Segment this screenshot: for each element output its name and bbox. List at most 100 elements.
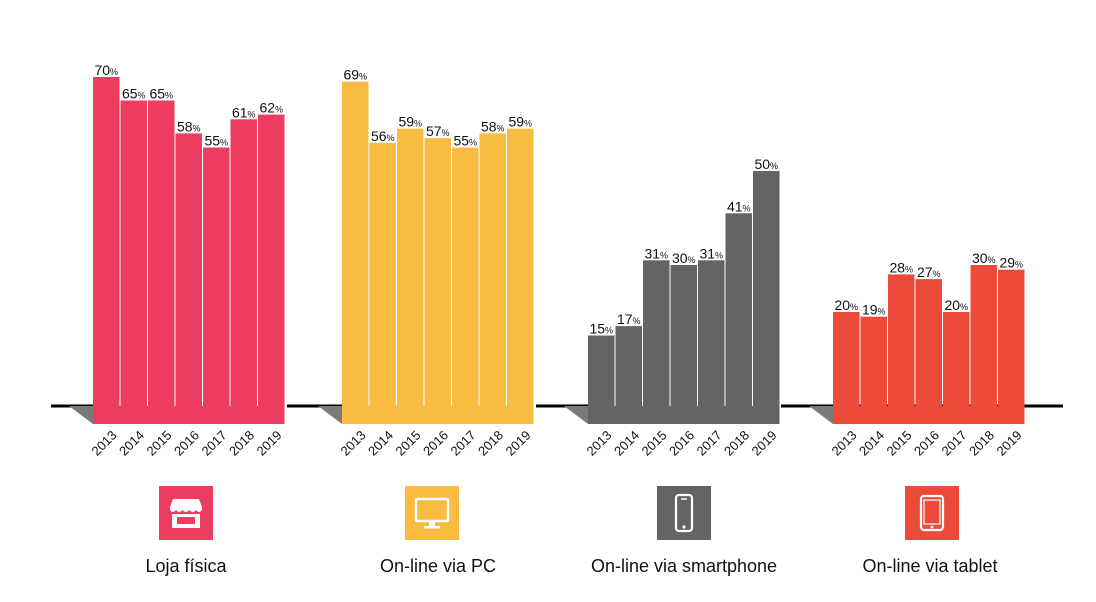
bar-tablet-2016 <box>915 279 942 407</box>
value-label-tablet-2015: 28% <box>889 259 913 275</box>
value-label-pc-2015: 59% <box>398 114 422 130</box>
bar-pc-2013 <box>342 81 369 407</box>
bar-pc-2014 <box>369 142 396 408</box>
tick-label-smartphone-2019: 2019 <box>749 428 780 459</box>
tick-label-smartphone-2014: 2014 <box>611 428 642 459</box>
value-label-pc-2018: 58% <box>481 118 505 134</box>
depth-shadow-pc <box>318 406 342 424</box>
tick-label-store-2018: 2018 <box>226 428 257 459</box>
tick-label-smartphone-2015: 2015 <box>639 428 670 459</box>
bar-store-2017 <box>203 147 230 407</box>
desktop-monitor-icon <box>405 486 459 540</box>
tick-label-pc-2017: 2017 <box>448 428 479 459</box>
value-label-store-2015: 65% <box>149 86 173 102</box>
tick-label-pc-2014: 2014 <box>365 428 396 459</box>
value-label-store-2014: 65% <box>122 86 146 102</box>
tablet-icon <box>905 486 959 540</box>
value-label-tablet-2017: 20% <box>944 297 968 313</box>
bar-pc-2018 <box>479 133 506 407</box>
bar-smartphone-2013 <box>588 335 615 407</box>
tick-label-store-2014: 2014 <box>116 428 147 459</box>
tick-label-smartphone-2013: 2013 <box>584 428 615 459</box>
bar-store-2016 <box>175 133 202 407</box>
value-label-store-2019: 62% <box>259 100 283 116</box>
tick-label-pc-2013: 2013 <box>338 428 369 459</box>
value-label-smartphone-2013: 15% <box>589 321 613 337</box>
value-label-smartphone-2019: 50% <box>754 156 778 172</box>
value-label-store-2016: 58% <box>177 118 201 134</box>
store-icon <box>159 486 213 540</box>
bar-smartphone-2016 <box>670 265 697 407</box>
value-label-tablet-2016: 27% <box>917 264 941 280</box>
bar-tablet-2018 <box>970 265 997 407</box>
value-label-store-2013: 70% <box>94 62 118 78</box>
depth-shadow-store <box>69 406 93 424</box>
bar-smartphone-2014 <box>615 326 642 407</box>
bar-smartphone-2018 <box>725 213 752 407</box>
tick-label-tablet-2014: 2014 <box>856 428 887 459</box>
depth-shadow-smartphone <box>564 406 588 424</box>
value-label-pc-2017: 55% <box>453 133 477 149</box>
bar-smartphone-2019 <box>753 171 780 407</box>
tick-label-smartphone-2017: 2017 <box>694 428 725 459</box>
bar-tablet-2015 <box>888 274 915 407</box>
bar-tablet-2017 <box>943 312 970 407</box>
tick-label-tablet-2018: 2018 <box>966 428 997 459</box>
tick-label-store-2016: 2016 <box>171 428 202 459</box>
bar-store-2015 <box>148 100 175 407</box>
tick-label-store-2015: 2015 <box>144 428 175 459</box>
value-label-pc-2019: 59% <box>508 114 532 130</box>
bar-tablet-2014 <box>860 316 887 407</box>
bar-pc-2019 <box>507 128 534 407</box>
value-label-smartphone-2018: 41% <box>727 198 751 214</box>
depth-shadow-tablet <box>809 406 833 424</box>
tick-label-store-2017: 2017 <box>199 428 230 459</box>
tick-label-pc-2018: 2018 <box>475 428 506 459</box>
bar-pc-2016 <box>424 138 451 407</box>
tick-label-store-2019: 2019 <box>254 428 285 459</box>
value-label-smartphone-2015: 31% <box>644 245 668 261</box>
floor-store <box>93 406 285 424</box>
tick-label-tablet-2019: 2019 <box>994 428 1025 459</box>
value-label-tablet-2014: 19% <box>862 302 886 318</box>
tick-label-tablet-2016: 2016 <box>911 428 942 459</box>
value-label-smartphone-2016: 30% <box>672 250 696 266</box>
tick-label-pc-2015: 2015 <box>393 428 424 459</box>
value-label-smartphone-2014: 17% <box>617 311 641 327</box>
bar-tablet-2013 <box>833 312 860 407</box>
group-label-smartphone: On-line via smartphone <box>590 556 778 576</box>
bar-pc-2017 <box>452 147 479 407</box>
tick-label-tablet-2015: 2015 <box>884 428 915 459</box>
floor-tablet <box>833 406 1025 424</box>
group-label-pc: On-line via PC <box>379 556 497 576</box>
bar-pc-2015 <box>397 128 424 407</box>
value-label-tablet-2018: 30% <box>972 250 996 266</box>
tick-label-tablet-2017: 2017 <box>939 428 970 459</box>
bar-store-2019 <box>258 114 285 407</box>
value-label-pc-2014: 56% <box>371 128 395 144</box>
group-label-store: Loja física <box>145 556 227 576</box>
bar-store-2013 <box>93 77 120 407</box>
bar-smartphone-2017 <box>698 260 725 407</box>
bar-smartphone-2015 <box>643 260 670 407</box>
tick-label-pc-2016: 2016 <box>420 428 451 459</box>
tick-label-store-2013: 2013 <box>89 428 120 459</box>
tick-label-tablet-2013: 2013 <box>829 428 860 459</box>
value-label-pc-2013: 69% <box>343 67 367 83</box>
tick-label-pc-2019: 2019 <box>503 428 534 459</box>
value-label-store-2017: 55% <box>204 133 228 149</box>
value-label-smartphone-2017: 31% <box>699 245 723 261</box>
value-label-tablet-2013: 20% <box>834 297 858 313</box>
tick-label-smartphone-2016: 2016 <box>666 428 697 459</box>
floor-pc <box>342 406 534 424</box>
group-label-tablet: On-line via tablet <box>862 556 998 576</box>
value-label-tablet-2019: 29% <box>999 255 1023 271</box>
bar-store-2014 <box>120 100 147 407</box>
value-label-store-2018: 61% <box>232 104 256 120</box>
tick-label-smartphone-2018: 2018 <box>721 428 752 459</box>
smartphone-icon <box>657 486 711 540</box>
value-label-pc-2016: 57% <box>426 123 450 139</box>
bar-store-2018 <box>230 119 257 408</box>
bar-tablet-2019 <box>998 269 1025 407</box>
